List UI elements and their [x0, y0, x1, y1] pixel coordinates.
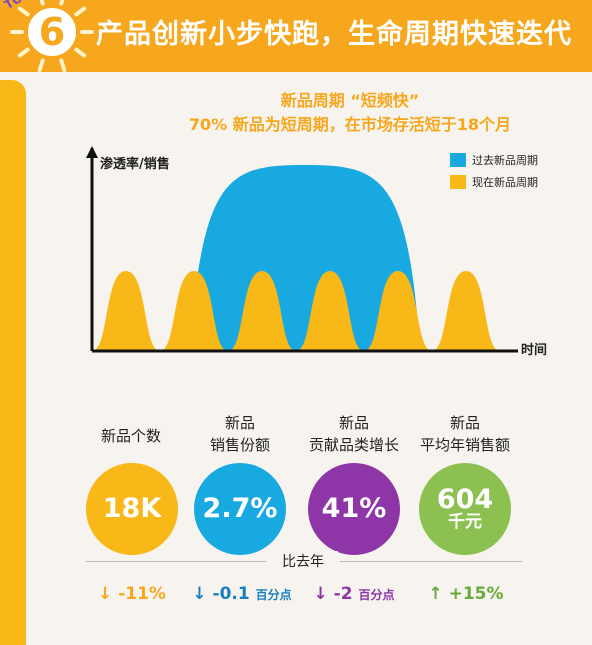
series-now-cycle: [364, 271, 432, 351]
metric-value-sales: 604: [436, 483, 494, 515]
comparison-label: 比去年: [268, 551, 338, 571]
series-now-cycle: [160, 271, 228, 351]
legend-label-past: 过去新品周期: [472, 154, 538, 167]
change-sales: ↑ +15%: [396, 584, 536, 604]
metric-value-share: 2.7%: [202, 492, 278, 524]
series-now-cycle: [92, 271, 160, 351]
change-value-sales: +15%: [448, 584, 504, 604]
sun-ray-icon: [17, 6, 30, 17]
change-value-growth: -2: [333, 584, 353, 604]
series-now-cycle: [228, 271, 296, 351]
metric-label-growth: 新品 贡献品类增长: [308, 414, 399, 454]
decorative-side-bar: [0, 80, 26, 645]
sun-ray-icon: [59, 58, 67, 73]
change-count: ↓ -11%: [62, 584, 202, 604]
change-value-share: -0.1: [212, 584, 250, 604]
sun-ray-icon: [37, 58, 45, 73]
metric-circle-sales: 604 千元: [419, 463, 511, 555]
change-growth: ↓ -2 百分点: [284, 584, 424, 604]
chart-subtitle: 70% 新品为短周期，在市场存活短于18个月: [188, 115, 512, 134]
y-axis-label: 渗透率/销售: [100, 157, 170, 172]
legend-swatch-now: [450, 175, 466, 189]
arrow-down-icon: ↓: [192, 584, 207, 604]
comparison-divider-right: [340, 561, 522, 562]
change-share: ↓ -0.1 百分点: [172, 584, 312, 604]
comparison-divider-left: [86, 561, 266, 562]
sun-ray-icon: [74, 6, 87, 17]
metric-circle-count: 18K: [86, 463, 178, 555]
legend-swatch-past: [450, 153, 466, 167]
section-number-badge: 6: [24, 4, 80, 60]
y-axis-arrow-icon: [86, 146, 98, 158]
series-now-cycle: [296, 271, 364, 351]
chart-legend: 过去新品周期 现在新品周期: [450, 149, 538, 193]
sun-ray-icon: [74, 47, 87, 58]
legend-label-now: 现在新品周期: [472, 176, 538, 189]
metric-value-sales-unit: 千元: [448, 512, 482, 533]
metric-circle-share: 2.7%: [194, 463, 286, 555]
change-unit-share: 百分点: [255, 588, 292, 602]
arrow-down-icon: ↓: [98, 584, 113, 604]
sun-ray-icon: [17, 47, 30, 58]
chart-title: 新品周期 “短频快”: [280, 91, 420, 110]
arrow-down-icon: ↓: [313, 584, 328, 604]
change-unit-growth: 百分点: [358, 588, 395, 602]
sun-ray-icon: [59, 0, 65, 6]
legend-item-now: 现在新品周期: [450, 171, 538, 193]
series-now-cycle: [432, 271, 500, 351]
metric-value-growth: 41%: [321, 492, 387, 524]
metric-label-share: 新品 销售份额: [209, 414, 270, 454]
change-value-count: -11%: [118, 584, 166, 604]
legend-item-past: 过去新品周期: [450, 149, 538, 171]
x-axis-label: 时间: [521, 343, 548, 358]
metric-value-count: 18K: [102, 492, 162, 524]
metric-label-count: 新品个数: [100, 427, 161, 445]
metric-circle-growth: 41%: [308, 463, 400, 555]
section-banner: [0, 0, 592, 72]
arrow-up-icon: ↑: [428, 584, 443, 604]
sun-ray-icon: [39, 0, 45, 6]
section-title: 产品创新小步快跑，生命周期快速迭代: [96, 19, 572, 50]
metric-label-sales: 新品 平均年销售额: [419, 414, 510, 454]
